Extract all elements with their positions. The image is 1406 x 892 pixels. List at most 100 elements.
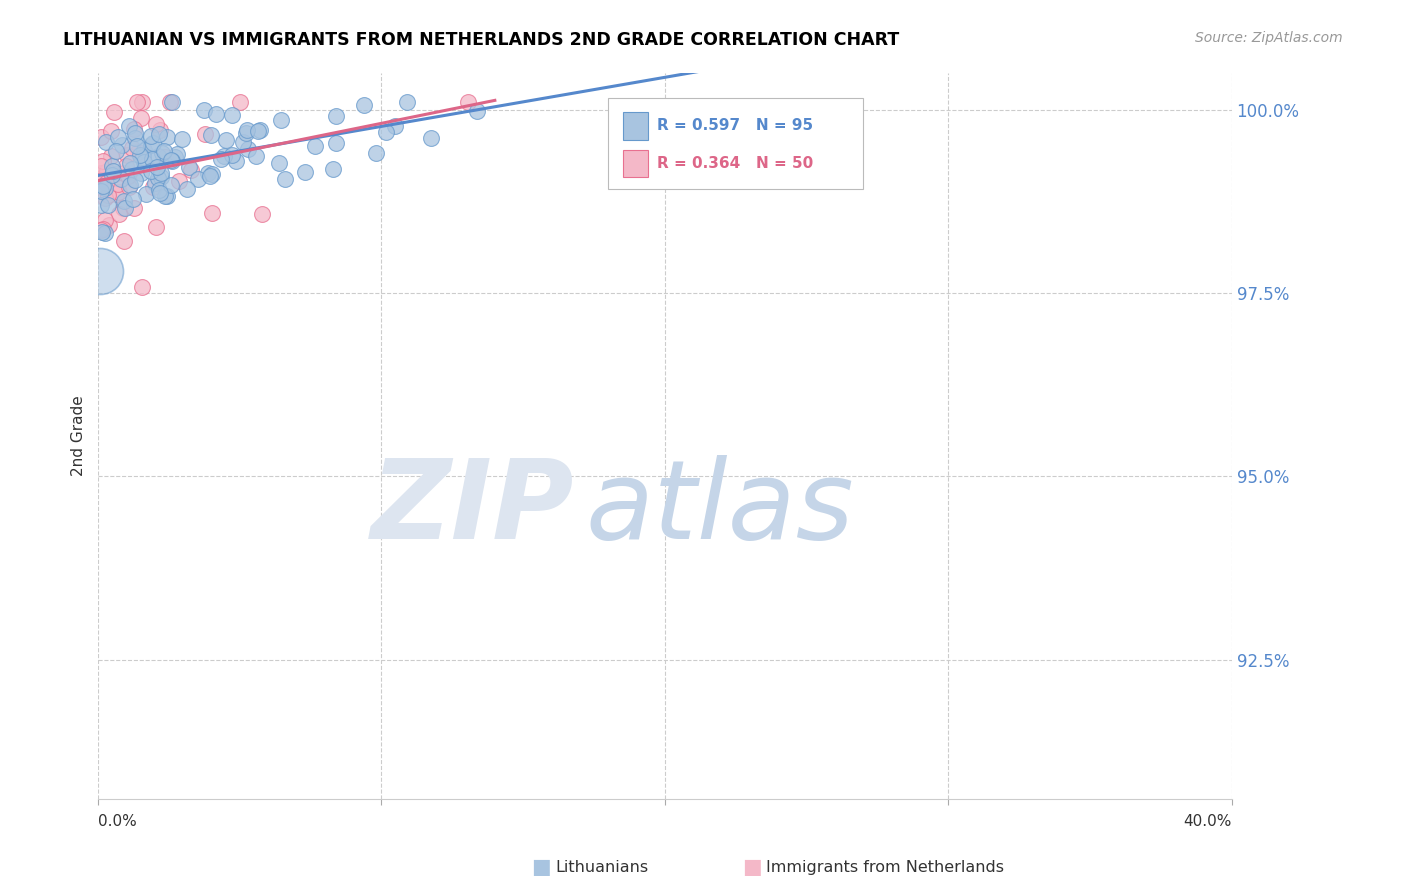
- Point: [97, 187, 120, 202]
- Point: [112, 194, 135, 208]
- Point: [150, 166, 173, 180]
- Point: [100, 124, 122, 138]
- Point: [107, 207, 129, 221]
- Point: [225, 153, 247, 168]
- Point: [232, 135, 254, 149]
- Point: [149, 123, 172, 137]
- FancyBboxPatch shape: [609, 98, 863, 189]
- Point: [90, 223, 112, 237]
- Point: [395, 95, 418, 110]
- Point: [124, 127, 146, 141]
- Point: [149, 169, 172, 184]
- Point: [205, 107, 228, 121]
- Point: [127, 145, 149, 160]
- Point: [153, 144, 176, 158]
- Text: ■: ■: [531, 857, 551, 877]
- Point: [114, 201, 136, 215]
- Bar: [623, 150, 648, 178]
- Point: [146, 171, 169, 186]
- Point: [180, 163, 202, 178]
- Point: [198, 169, 221, 184]
- Point: [121, 141, 143, 155]
- Point: [115, 159, 138, 173]
- Point: [322, 161, 344, 176]
- Point: [364, 146, 387, 161]
- Bar: [623, 112, 648, 140]
- Point: [101, 164, 124, 178]
- Point: [167, 174, 190, 188]
- Point: [153, 188, 176, 202]
- Point: [107, 185, 129, 199]
- Point: [94, 226, 117, 240]
- Point: [236, 123, 259, 137]
- Point: [146, 161, 169, 175]
- Point: [117, 148, 139, 162]
- Point: [270, 112, 292, 127]
- Point: [419, 131, 441, 145]
- Text: ■: ■: [742, 857, 762, 877]
- Point: [100, 149, 122, 163]
- Point: [120, 156, 142, 170]
- Point: [148, 128, 170, 142]
- Point: [143, 176, 166, 190]
- Point: [155, 151, 177, 165]
- Point: [125, 139, 148, 153]
- Point: [107, 130, 129, 145]
- Point: [304, 138, 326, 153]
- Point: [94, 181, 117, 195]
- Point: [201, 205, 224, 219]
- Point: [103, 105, 125, 120]
- Point: [353, 98, 375, 112]
- Point: [90, 129, 112, 144]
- Point: [101, 159, 124, 173]
- Point: [274, 171, 297, 186]
- Point: [101, 168, 124, 182]
- Point: [148, 183, 170, 197]
- Point: [114, 234, 136, 248]
- Point: [129, 166, 152, 180]
- Point: [117, 169, 139, 183]
- Point: [142, 136, 165, 150]
- Point: [97, 198, 120, 212]
- Point: [131, 95, 153, 110]
- Point: [90, 166, 112, 180]
- Text: 40.0%: 40.0%: [1184, 814, 1232, 829]
- Point: [90, 170, 112, 185]
- Point: [90, 159, 112, 173]
- Text: LITHUANIAN VS IMMIGRANTS FROM NETHERLANDS 2ND GRADE CORRELATION CHART: LITHUANIAN VS IMMIGRANTS FROM NETHERLAND…: [63, 31, 900, 49]
- Point: [112, 166, 135, 180]
- Point: [122, 122, 145, 136]
- Point: [121, 161, 143, 176]
- Point: [90, 185, 112, 199]
- Point: [245, 149, 267, 163]
- Point: [107, 177, 129, 191]
- Point: [93, 212, 115, 227]
- Point: [267, 155, 290, 169]
- Point: [94, 176, 117, 190]
- Point: [214, 133, 236, 147]
- Point: [141, 164, 163, 178]
- Point: [105, 186, 128, 201]
- Point: [146, 149, 169, 163]
- Text: atlas: atlas: [585, 455, 855, 562]
- Point: [246, 124, 269, 138]
- Point: [91, 225, 114, 239]
- Point: [228, 95, 250, 110]
- Point: [221, 148, 243, 162]
- Point: [120, 178, 142, 193]
- Point: [325, 109, 347, 123]
- Point: [132, 155, 155, 169]
- Point: [139, 137, 162, 152]
- Point: [131, 279, 153, 293]
- Point: [132, 150, 155, 164]
- Point: [325, 136, 347, 150]
- Point: [166, 147, 188, 161]
- Point: [176, 181, 198, 195]
- Text: 0.0%: 0.0%: [98, 814, 136, 829]
- Point: [209, 153, 232, 167]
- Text: R = 0.364   N = 50: R = 0.364 N = 50: [657, 156, 813, 171]
- Point: [93, 178, 115, 193]
- Point: [91, 154, 114, 169]
- Point: [221, 108, 243, 122]
- Point: [122, 192, 145, 206]
